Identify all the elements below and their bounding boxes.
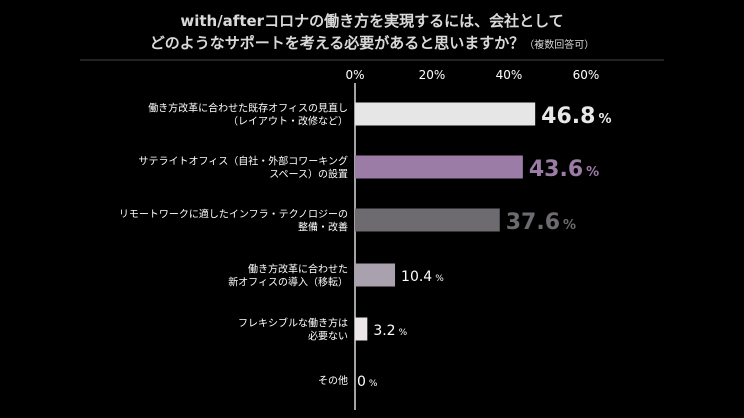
value-label-number: 43.6 — [529, 157, 583, 182]
category-label: フレキシブルな働き方は必要ない — [238, 317, 348, 343]
value-label-number: 3.2 — [373, 323, 395, 339]
x-tick-label: 0% — [345, 68, 364, 82]
category-label-line: 新オフィスの導入（移転） — [228, 276, 348, 289]
category-label-line: フレキシブルな働き方は — [238, 317, 348, 330]
value-label-unit: % — [369, 379, 378, 389]
value-label: 10.4% — [401, 269, 444, 285]
category-label: 働き方改革に合わせた新オフィスの導入（移転） — [228, 263, 348, 289]
category-label: リモートワークに適したインフラ・テクノロジーの整備・改善 — [119, 208, 348, 234]
value-label-number: 0 — [357, 374, 366, 390]
title-line-1: with/afterコロナの働き方を実現するには、会社として — [180, 12, 564, 30]
category-label-line: その他 — [318, 374, 348, 387]
x-tick-label: 20% — [419, 68, 446, 82]
category-label-line: サテライトオフィス（自社・外部コワーキング — [139, 155, 349, 168]
bar — [355, 155, 523, 179]
bar — [355, 102, 536, 126]
category-label: 働き方改革に合わせた既存オフィスの見直し（レイアウト・改修など） — [148, 102, 348, 128]
category-label-line: リモートワークに適したインフラ・テクノロジーの — [119, 208, 348, 221]
category-label: サテライトオフィス（自社・外部コワーキングスペース）の設置 — [139, 155, 349, 181]
category-label-line: 働き方改革に合わせた既存オフィスの見直し — [148, 102, 348, 115]
value-label-unit: % — [586, 165, 599, 180]
bar — [355, 263, 396, 287]
chart-title: with/afterコロナの働き方を実現するには、会社として どのようなサポート… — [0, 10, 744, 57]
category-label-line: スペース）の設置 — [269, 168, 348, 181]
title-note: （複数回答可） — [524, 40, 595, 51]
value-label-unit: % — [563, 218, 576, 233]
value-label: 37.6% — [506, 210, 576, 235]
value-label-number: 46.8 — [541, 104, 595, 129]
value-label-unit: % — [598, 112, 611, 127]
value-label: 3.2% — [373, 323, 407, 339]
value-label: 43.6% — [529, 157, 599, 182]
category-label-line: （レイアウト・改修など） — [228, 115, 348, 128]
value-label: 0% — [357, 374, 378, 390]
value-label-unit: % — [399, 328, 408, 338]
x-tick-label: 60% — [573, 68, 600, 82]
value-label-number: 37.6 — [506, 210, 560, 235]
bar — [355, 317, 368, 341]
category-label-line: 必要ない — [308, 330, 348, 343]
category-label-line: 働き方改革に合わせた — [248, 263, 348, 276]
x-tick-label: 40% — [496, 68, 523, 82]
category-label: その他 — [318, 374, 348, 387]
category-label-line: 整備・改善 — [298, 221, 348, 234]
value-label-number: 10.4 — [401, 269, 432, 285]
title-line-2-text: どのようなサポートを考える必要があると思いますか？ — [149, 34, 525, 52]
value-label: 46.8% — [541, 104, 611, 129]
title-line-2: どのようなサポートを考える必要があると思いますか？（複数回答可） — [0, 32, 744, 57]
bar — [355, 208, 500, 232]
value-label-unit: % — [435, 274, 444, 284]
